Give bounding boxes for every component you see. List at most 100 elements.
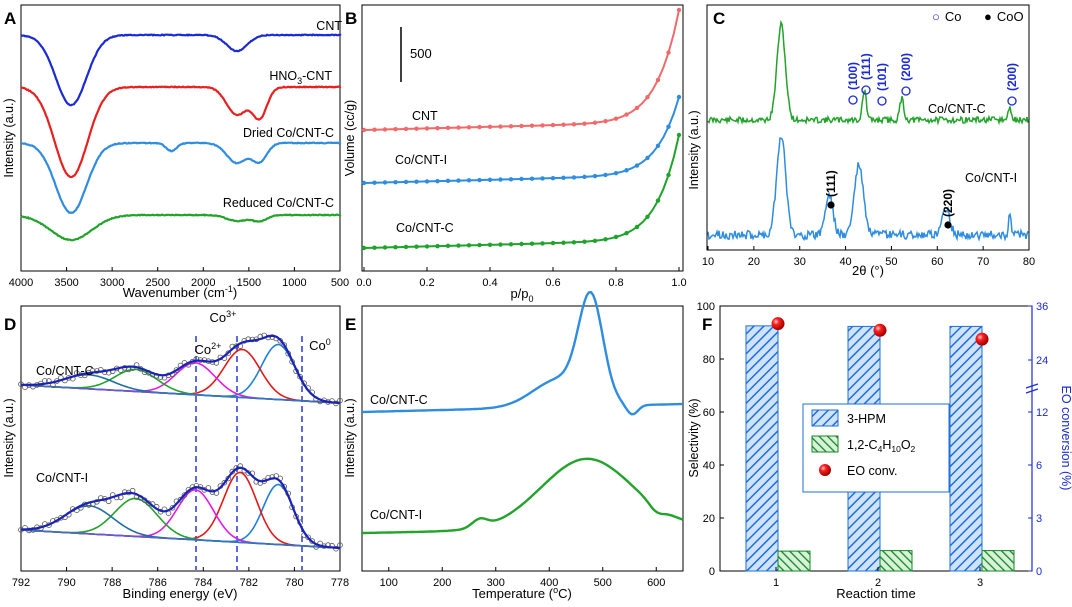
panel-e-label-coi: Co/CNT-I: [370, 508, 422, 522]
panel-b-point-cnt: [466, 125, 472, 130]
panel-c-co-hkl: (101): [875, 63, 889, 91]
panel-c-label-coi: Co/CNT-I: [965, 171, 1017, 185]
panel-b-point-coi: [655, 143, 661, 149]
panel-a-series-hno3: [20, 85, 342, 179]
panel-d-frame: [20, 305, 341, 572]
panel-b-point-coc: [519, 241, 524, 247]
panel-a-series-dried: [20, 141, 342, 214]
panel-c-tick-label: 70: [977, 256, 989, 268]
panel-a: A CNT HNO3-CNT Dried Co/CNT-C Reduced Co…: [2, 4, 349, 300]
panel-b-point-coi: [676, 94, 682, 100]
panel-b-point-coi: [487, 177, 493, 182]
panel-b-point-coc: [508, 242, 514, 247]
panel-d-label-coi: Co/CNT-I: [36, 471, 88, 485]
panel-d-envelope-coc: [20, 334, 341, 404]
panel-a-label-cnt: CNT: [316, 19, 342, 33]
panel-e-tick-label: 300: [487, 577, 505, 589]
panel-d-x-axis: 792 790 788 786 784 782 780 778: [12, 567, 349, 589]
panel-d-data-point-coi: [181, 492, 188, 498]
panel-b-point-coi: [613, 170, 619, 176]
panel-b-point-coc: [571, 240, 577, 245]
panel-b-point-coc: [372, 245, 377, 250]
panel-e-frame: [361, 305, 684, 572]
panel-c-tick-label: 40: [839, 256, 851, 268]
panel-b-point-cnt: [477, 124, 482, 130]
panel-c-tick-label: 20: [748, 256, 760, 268]
panel-c-co-marker: [848, 95, 858, 105]
panel-a-tick-label: 500: [331, 277, 349, 289]
panel-a-label-hno3: HNO3-CNT: [269, 69, 332, 86]
panel-b-point-cnt: [676, 7, 682, 13]
panel-e-letter: E: [345, 315, 356, 334]
panel-a-frame: [20, 4, 341, 272]
panel-b-label-cnt: CNT: [412, 109, 438, 123]
panel-c-coo-hkl: (111): [824, 170, 838, 197]
panel-a-y-label: Intensity (a.u.): [2, 98, 16, 177]
panel-e-tick-label: 200: [433, 577, 451, 589]
panel-f-legend-swatch-eo: [819, 464, 831, 476]
panel-b-point-coi: [435, 178, 440, 184]
panel-f-x-label: Reaction time: [836, 586, 915, 601]
panel-b-point-coc: [424, 244, 430, 249]
panel-b-tick-label: 0.4: [482, 277, 497, 289]
panel-f-point-eo: [771, 317, 785, 331]
panel-f-letter: F: [702, 315, 712, 334]
panel-c-curves: [707, 19, 1029, 242]
panel-d-data-point-coi: [221, 479, 228, 486]
panel-c-coo-hkl: (220): [941, 189, 955, 217]
panel-f-bar-c4: [981, 550, 1015, 572]
panel-b-point-coi: [550, 175, 556, 181]
panel-e-x-axis: 100 200 300 400 500 600: [380, 567, 665, 589]
panel-f-rtick-label: 0: [1036, 566, 1042, 578]
panel-c-legend-co: ○ Co: [932, 9, 961, 24]
panel-d-tick-label: 786: [149, 577, 167, 589]
panel-f-legend-c4: 1,2-C4H10O2: [847, 438, 916, 454]
panel-a-x-label: Wavenumber (cm-1): [123, 284, 237, 300]
panel-b-point-cnt: [487, 124, 493, 129]
panel-f-axis-break: [1025, 388, 1039, 394]
panel-a-tick-label: 3000: [100, 277, 124, 289]
panel-d-data-point-coc: [173, 367, 180, 373]
panel-a-label-reduced: Reduced Co/CNT-C: [223, 196, 334, 210]
panel-a-tick-label: 1000: [282, 277, 306, 289]
panel-f-rtick-label: 6: [1036, 460, 1042, 472]
panel-d-tick-label: 778: [331, 577, 349, 589]
panel-b-point-coc: [414, 244, 419, 249]
panel-b-point-coc: [456, 243, 461, 248]
panel-d-tick-label: 792: [12, 577, 30, 589]
panel-f-y-label: Selectivity (%): [687, 398, 701, 477]
panel-a-letter: A: [4, 9, 16, 28]
panel-d-tick-label: 788: [103, 577, 121, 589]
panel-b-tick-label: 0.0: [356, 277, 371, 289]
panel-d-data-point-coc: [281, 342, 288, 348]
panel-d-label-co3: Co3+: [210, 309, 237, 325]
panel-c-label-coc: Co/CNT-C: [928, 102, 986, 116]
panel-d-tick-label: 780: [285, 577, 303, 589]
panel-b-point-cnt: [603, 118, 608, 124]
panel-e-x-label: Temperature (oC): [472, 585, 572, 601]
panel-d-envelope-coi: [21, 466, 341, 550]
panel-b-point-coi: [466, 178, 472, 183]
panel-c-x-label: 2θ (°): [852, 263, 884, 278]
panel-b-point-coi: [519, 176, 524, 182]
panel-c-co-marker: [901, 86, 911, 96]
panel-b-point-cnt: [592, 120, 598, 125]
panel-b-point-coi: [624, 168, 629, 173]
panel-f-rtick-label: 12: [1036, 407, 1048, 419]
panel-d-data-point-coi: [169, 504, 176, 511]
panel-f-ytick-label: 40: [703, 460, 715, 472]
panel-b-point-coc: [435, 243, 440, 249]
panel-b-point-coc: [529, 241, 535, 246]
panel-b-point-cnt: [540, 123, 545, 128]
panel-b-point-cnt: [634, 105, 640, 111]
panel-c-tick-label: 80: [1023, 256, 1035, 268]
panel-b-point-cnt: [372, 127, 377, 132]
panel-b-point-coc: [561, 240, 566, 245]
panel-b-point-coc: [498, 242, 503, 247]
panel-f-ytick-label: 100: [697, 301, 715, 313]
panel-b-point-coi: [477, 177, 482, 183]
panel-b-point-cnt: [393, 127, 398, 132]
